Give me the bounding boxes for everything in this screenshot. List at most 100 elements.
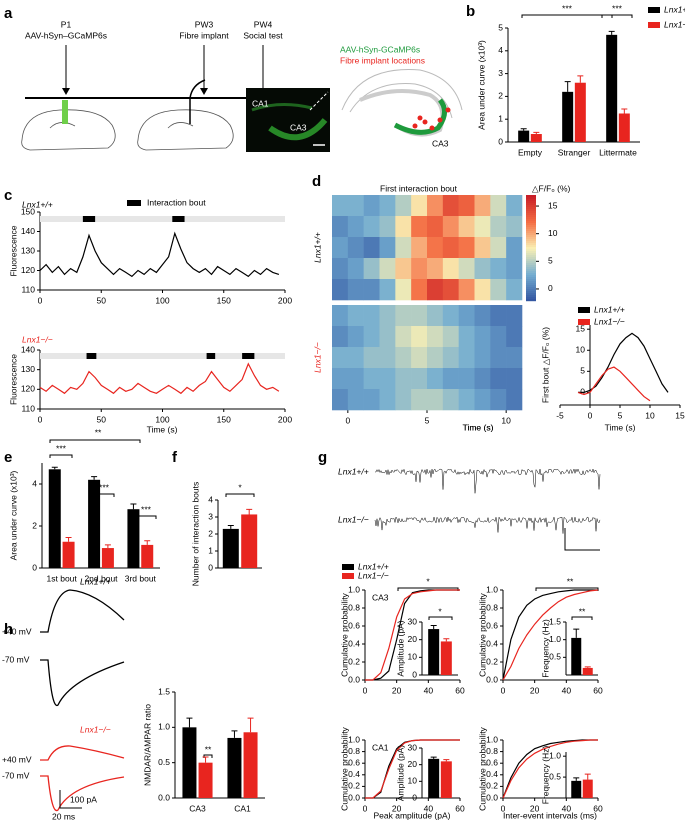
- heatmap-cell: [506, 326, 523, 348]
- heatmap-cell: [411, 216, 428, 238]
- y-tick-label: 0.6: [348, 757, 360, 767]
- panel-label: d: [312, 173, 321, 190]
- heatmap-cell: [411, 326, 428, 348]
- error-bar: [584, 773, 591, 780]
- significance: **: [95, 427, 102, 437]
- error-bar: [443, 638, 450, 642]
- x-tick-label: CA3: [189, 803, 206, 813]
- y-tick-label: 0.0: [486, 792, 498, 802]
- spontaneous-trace: [374, 468, 601, 494]
- event-time: PW4: [254, 19, 273, 29]
- legend-label: Lnx1−/−: [358, 570, 389, 580]
- histology-image: [246, 88, 330, 152]
- heatmap-cell: [442, 195, 459, 217]
- y-tick-label: 0.2: [348, 656, 360, 666]
- heatmap-cell: [363, 305, 380, 327]
- x-tick-label: 20: [392, 803, 402, 813]
- error-bar: [231, 730, 238, 738]
- significance-bracket: [49, 454, 73, 458]
- x-tick-label: 5: [425, 415, 430, 425]
- heatmap-cell: [458, 258, 475, 280]
- heatmap-cell: [363, 216, 380, 238]
- heatmap-cell: [458, 347, 475, 369]
- colorbar-step: [526, 293, 536, 296]
- error-bar: [91, 476, 98, 480]
- colorbar-step: [526, 207, 536, 210]
- x-axis-label: Time (s): [147, 424, 178, 434]
- heatmap-cell: [458, 368, 475, 390]
- heatmap-cell: [474, 195, 491, 217]
- colorbar-step: [526, 267, 536, 270]
- y-tick-label: 0.5: [549, 771, 561, 781]
- y-tick-label: 0: [412, 792, 417, 802]
- error-bar: [520, 128, 527, 131]
- bout: [86, 353, 97, 359]
- heatmap-cell: [474, 368, 491, 390]
- heatmap-cell: [395, 326, 412, 348]
- colorbar-step: [526, 257, 536, 260]
- y-tick-label: 20: [408, 634, 418, 644]
- y-tick-label: 2: [32, 520, 37, 530]
- heatmap-cell: [490, 326, 507, 348]
- heatmap-cell: [379, 237, 396, 259]
- y-axis-label: First bout △F/F₀ (%): [540, 327, 550, 403]
- bar: [198, 762, 213, 798]
- x-tick-label: 0: [501, 685, 506, 695]
- heatmap-cell: [506, 389, 523, 411]
- y-tick-label: 1.0: [549, 750, 561, 760]
- legend-label: Lnx1−/−: [594, 316, 625, 326]
- heatmap-cell: [506, 195, 523, 217]
- y-tick-label: 0: [498, 136, 503, 146]
- legend-label: Lnx1+/+: [664, 4, 685, 14]
- heatmap-cell: [379, 326, 396, 348]
- heatmap-cell: [474, 389, 491, 411]
- y-tick-label: 0.0: [486, 674, 498, 684]
- y-axis-label: Amplitude (pA): [395, 620, 405, 676]
- y-tick-label: 1.0: [486, 584, 498, 594]
- error-bar: [608, 30, 615, 35]
- heatmap-cell: [490, 389, 507, 411]
- y-tick-label: 10: [408, 776, 418, 786]
- heatmap-cell: [363, 195, 380, 217]
- heatmap-cell: [506, 305, 523, 327]
- x-tick-label: 0: [38, 414, 43, 424]
- y-tick-label: 1.0: [486, 734, 498, 744]
- heatmap-cell: [506, 347, 523, 369]
- heatmap-cell: [474, 326, 491, 348]
- bar: [241, 514, 258, 568]
- y-tick-label: 3: [498, 68, 503, 78]
- panel-label: e: [4, 449, 12, 466]
- legend-swatch: [342, 564, 354, 570]
- heatmap-cell: [442, 279, 459, 301]
- y-tick-label: 0.8: [348, 602, 360, 612]
- y-tick-label: 4: [32, 478, 37, 488]
- bar: [48, 469, 61, 568]
- heatmap-cell: [458, 389, 475, 411]
- colorbar-step: [526, 289, 536, 292]
- colorbar-step: [526, 201, 536, 204]
- heatmap-cell: [395, 347, 412, 369]
- heatmap-cell: [347, 389, 364, 411]
- significance: *: [438, 606, 442, 616]
- heatmap-cell: [490, 279, 507, 301]
- x-tick-label: 40: [424, 685, 434, 695]
- bar: [62, 541, 75, 568]
- colorbar-step: [526, 217, 536, 220]
- panel-label: h: [4, 621, 13, 638]
- y-tick-label: 2: [208, 528, 213, 538]
- x-tick-label: 20: [392, 685, 402, 695]
- colorbar-step: [526, 281, 536, 284]
- heatmap-cell: [379, 347, 396, 369]
- colorbar-step: [526, 227, 536, 230]
- heatmap-cell: [395, 258, 412, 280]
- bar: [182, 727, 197, 798]
- heatmap-cell: [506, 279, 523, 301]
- colorbar-step: [526, 243, 536, 246]
- bar: [227, 737, 242, 798]
- heatmap-cell: [458, 305, 475, 327]
- error-bar: [65, 537, 72, 542]
- x-tick-label: 200: [278, 295, 292, 305]
- heatmap-cell: [442, 347, 459, 369]
- heatmap-cell: [490, 216, 507, 238]
- colorbar-step: [526, 283, 536, 286]
